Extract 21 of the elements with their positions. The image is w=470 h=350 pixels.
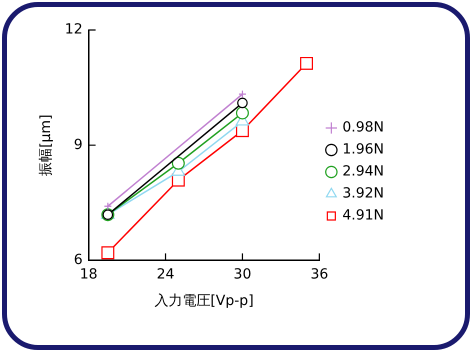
point bbox=[237, 98, 248, 108]
point bbox=[104, 202, 112, 210]
x-tick-label: 24 bbox=[156, 266, 175, 282]
legend-label: 0.98N bbox=[342, 120, 384, 136]
y-axis-title: 振幅[μm] bbox=[38, 114, 54, 176]
point bbox=[172, 156, 185, 170]
point bbox=[236, 106, 249, 120]
x-tick-label: 30 bbox=[234, 266, 252, 282]
legend-label: 1.96N bbox=[342, 142, 384, 158]
x-tick-label: 36 bbox=[310, 266, 328, 282]
point bbox=[101, 246, 114, 260]
y-tick-label: 6 bbox=[74, 252, 83, 268]
legend-label: 3.92N bbox=[342, 186, 384, 202]
point bbox=[238, 90, 247, 98]
x-tick-label: 18 bbox=[80, 266, 98, 282]
y-tick-label: 12 bbox=[64, 22, 83, 38]
y-tick-label: 9 bbox=[74, 136, 83, 153]
legend-label: 2.94N bbox=[342, 164, 384, 180]
x-axis-title: 入力電圧[Vp-p] bbox=[154, 293, 254, 310]
legend-label: 4.91N bbox=[342, 208, 384, 224]
point bbox=[300, 56, 314, 70]
